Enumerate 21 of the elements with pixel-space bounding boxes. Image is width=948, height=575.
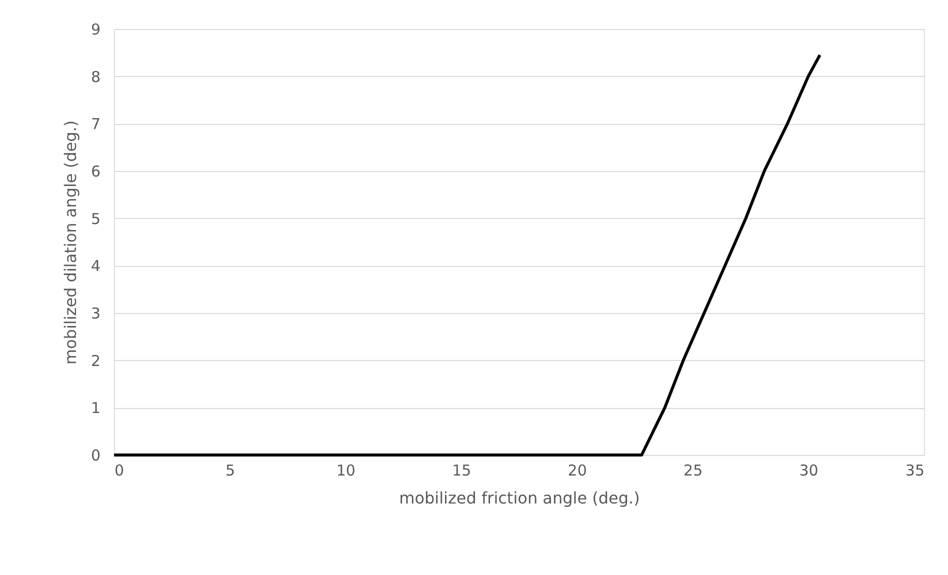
- x-tick-label: 15: [452, 462, 472, 480]
- x-tick-label: 25: [684, 462, 703, 480]
- y-tick-label: 9: [90, 20, 100, 38]
- x-tick-label: 10: [336, 462, 356, 480]
- x-tick-label: 20: [568, 462, 587, 480]
- y-tick-label: 7: [90, 115, 100, 134]
- line-series: [112, 54, 822, 456]
- y-tick-label: 3: [90, 304, 100, 322]
- x-tick-label: 0: [114, 462, 124, 480]
- y-tick-label: 0: [90, 446, 100, 464]
- x-tick-label: 35: [905, 462, 924, 480]
- x-axis-title: mobilized friction angle (deg.): [399, 488, 640, 508]
- x-tick-label: 5: [225, 462, 235, 480]
- x-tick-label: 30: [799, 462, 818, 480]
- y-tick-label: 5: [90, 210, 100, 228]
- y-tick-label: 2: [90, 352, 100, 370]
- y-tick-label: 4: [90, 257, 100, 276]
- y-axis-title: mobilized dilation angle (deg.): [60, 120, 80, 365]
- y-tick-label: 6: [90, 162, 100, 180]
- y-tick-label: 1: [90, 399, 100, 418]
- y-tick-label: 8: [90, 68, 100, 86]
